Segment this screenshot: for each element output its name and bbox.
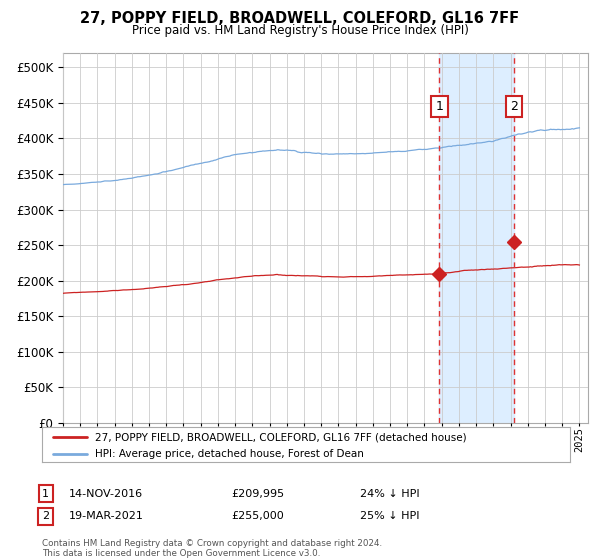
Bar	[439, 53, 514, 423]
Text: 1: 1	[42, 489, 49, 499]
Text: 2: 2	[42, 511, 49, 521]
Text: 1: 1	[436, 100, 443, 113]
Text: 27, POPPY FIELD, BROADWELL, COLEFORD, GL16 7FF (detached house): 27, POPPY FIELD, BROADWELL, COLEFORD, GL…	[95, 432, 466, 442]
Text: 14-NOV-2016: 14-NOV-2016	[69, 489, 143, 499]
Text: 25% ↓ HPI: 25% ↓ HPI	[360, 511, 419, 521]
Text: Contains HM Land Registry data © Crown copyright and database right 2024.
This d: Contains HM Land Registry data © Crown c…	[42, 539, 382, 558]
Text: HPI: Average price, detached house, Forest of Dean: HPI: Average price, detached house, Fore…	[95, 449, 364, 459]
Text: 19-MAR-2021: 19-MAR-2021	[69, 511, 144, 521]
Text: 27, POPPY FIELD, BROADWELL, COLEFORD, GL16 7FF: 27, POPPY FIELD, BROADWELL, COLEFORD, GL…	[80, 11, 520, 26]
Text: 24% ↓ HPI: 24% ↓ HPI	[360, 489, 419, 499]
Text: £209,995: £209,995	[231, 489, 284, 499]
Text: Price paid vs. HM Land Registry's House Price Index (HPI): Price paid vs. HM Land Registry's House …	[131, 24, 469, 37]
Text: 2: 2	[510, 100, 518, 113]
Text: £255,000: £255,000	[231, 511, 284, 521]
